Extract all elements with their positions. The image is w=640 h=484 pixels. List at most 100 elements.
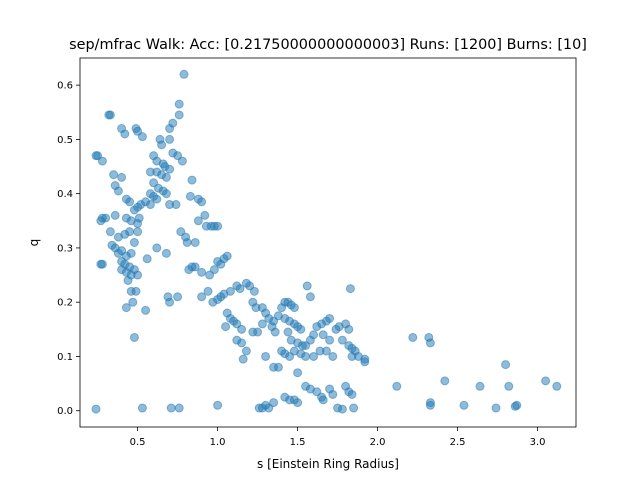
data-point: [121, 194, 131, 204]
data-point: [193, 216, 203, 226]
data-point: [293, 398, 303, 408]
data-point: [129, 332, 139, 342]
data-point: [117, 172, 127, 182]
y-tick-label: 0.4: [57, 189, 73, 200]
data-point: [270, 327, 280, 337]
data-point: [349, 403, 359, 413]
y-tick-label: 0.5: [57, 135, 73, 146]
y-tick-label: 0.6: [57, 81, 73, 92]
data-point: [133, 227, 143, 237]
data-point: [309, 330, 319, 340]
data-point: [257, 319, 267, 329]
x-tick-label: 2.0: [370, 437, 386, 448]
data-point: [120, 129, 130, 139]
y-tick-label: 0.2: [57, 298, 73, 309]
data-point: [105, 110, 115, 120]
data-point: [173, 292, 183, 302]
y-tick-label: 0.3: [57, 243, 73, 254]
data-point: [337, 335, 347, 345]
data-point: [109, 170, 119, 180]
data-point: [235, 284, 245, 294]
data-point: [125, 227, 135, 237]
data-point: [325, 335, 335, 345]
data-point: [328, 389, 338, 399]
data-point: [318, 330, 328, 340]
data-point: [328, 351, 338, 361]
data-point: [129, 205, 139, 215]
data-point: [97, 156, 107, 166]
data-point: [283, 327, 293, 337]
x-axis-ticks: 0.5 1.0 1.5 2.0 2.5 3.0: [130, 427, 546, 448]
x-tick-label: 2.5: [450, 437, 466, 448]
data-point: [305, 292, 315, 302]
data-point: [142, 254, 152, 264]
data-point: [121, 213, 131, 223]
data-point: [91, 404, 101, 414]
data-point: [131, 286, 141, 296]
data-point: [289, 303, 299, 313]
data-point: [190, 238, 200, 247]
data-point: [165, 164, 175, 174]
data-point: [293, 368, 303, 378]
data-point: [165, 297, 175, 307]
data-point: [152, 243, 162, 253]
data-point: [325, 313, 335, 323]
data-point: [347, 389, 357, 399]
data-point: [174, 110, 184, 120]
data-point: [392, 381, 402, 391]
data-point: [137, 403, 147, 413]
data-point: [97, 259, 107, 269]
data-point: [101, 213, 111, 223]
data-point: [197, 292, 207, 302]
data-point: [197, 267, 207, 277]
data-point: [309, 351, 319, 361]
data-point: [174, 403, 184, 413]
x-tick-label: 1.5: [290, 437, 306, 448]
data-point: [501, 360, 511, 370]
data-point: [105, 227, 115, 237]
data-point: [459, 400, 469, 410]
data-point: [168, 118, 178, 128]
data-point: [222, 251, 232, 261]
data-point: [177, 156, 187, 166]
data-point: [174, 99, 184, 109]
data-point: [152, 194, 162, 204]
data-point: [301, 351, 311, 361]
y-axis-ticks: 0.0 0.1 0.2 0.3 0.4 0.5 0.6: [57, 81, 80, 417]
data-point: [209, 265, 219, 275]
y-tick-label: 0.1: [57, 352, 73, 363]
data-point: [110, 210, 120, 220]
data-point: [121, 303, 131, 313]
y-axis-label: q: [27, 239, 41, 247]
data-point: [491, 403, 501, 413]
data-point: [221, 322, 231, 332]
data-point: [184, 265, 194, 275]
data-point: [113, 248, 123, 258]
data-point: [225, 286, 235, 296]
data-point: [241, 346, 251, 356]
data-point: [345, 284, 355, 294]
data-point: [541, 376, 551, 386]
x-tick-label: 0.5: [130, 437, 146, 448]
data-point: [126, 248, 136, 258]
data-point: [145, 200, 155, 210]
data-point: [166, 403, 176, 413]
data-point: [296, 324, 306, 334]
data-point: [475, 381, 485, 391]
data-point: [200, 210, 210, 220]
data-point: [237, 324, 247, 334]
data-point: [321, 346, 331, 356]
data-point: [165, 134, 175, 144]
data-point: [133, 270, 143, 280]
data-point: [344, 324, 354, 334]
x-axis-label: s [Einstein Ring Radius]: [257, 457, 399, 471]
data-point: [161, 189, 171, 199]
data-point: [440, 376, 450, 386]
data-point: [238, 354, 248, 364]
data-point: [504, 381, 514, 391]
data-point: [157, 140, 167, 150]
data-point: [128, 297, 138, 307]
data-point: [425, 338, 435, 348]
data-point: [185, 191, 195, 201]
